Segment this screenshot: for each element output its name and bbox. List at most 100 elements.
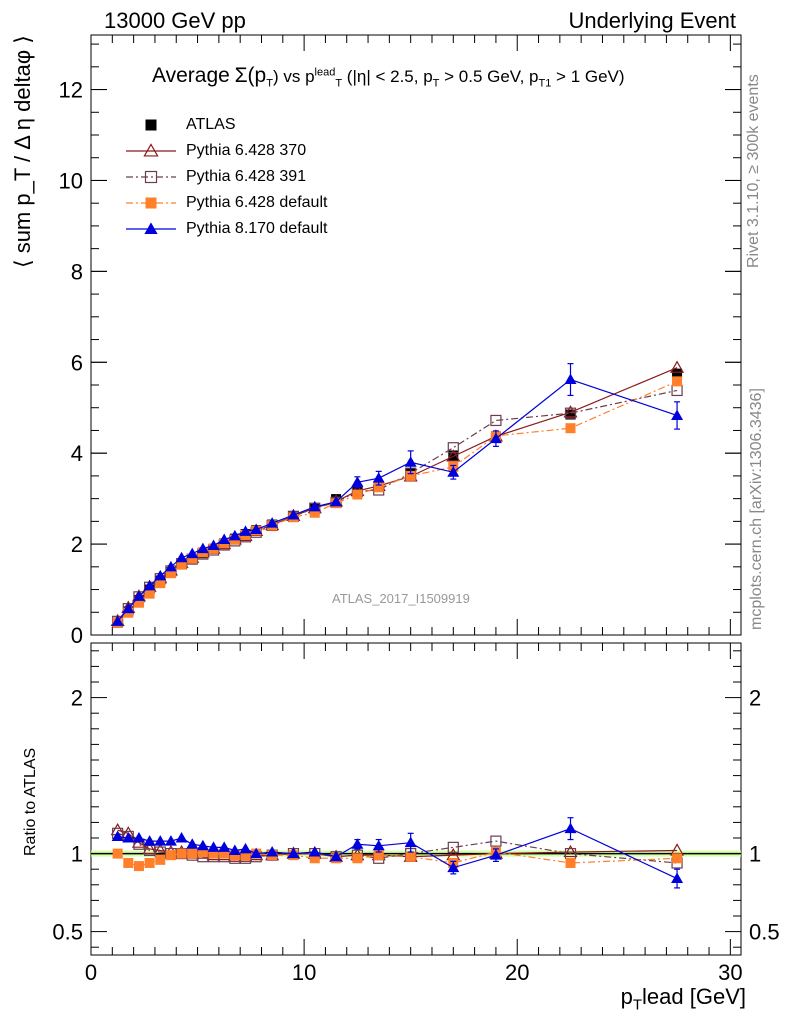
data-point — [565, 423, 576, 434]
data-point — [352, 489, 363, 500]
data-point — [218, 533, 231, 545]
data-point — [239, 525, 252, 536]
data-point — [309, 853, 320, 864]
data-point — [266, 846, 279, 857]
y-tick-label-right: 1 — [749, 842, 761, 867]
legend-label: Pythia 6.428 391 — [186, 168, 307, 185]
x-tick-label: 20 — [505, 960, 529, 985]
legend-symbol — [126, 222, 176, 234]
data-point — [111, 615, 124, 626]
data-point — [373, 850, 384, 861]
data-point — [132, 590, 145, 601]
data-point — [490, 835, 502, 847]
legend-marker — [145, 119, 157, 131]
data-point — [165, 850, 176, 861]
data-point — [228, 844, 241, 855]
legend-marker — [143, 143, 159, 157]
data-point — [186, 838, 199, 849]
data-point — [144, 857, 155, 868]
data-point — [164, 560, 177, 572]
data-point — [218, 841, 231, 852]
data-point — [123, 857, 134, 868]
y-tick-label: 2 — [71, 686, 83, 711]
y-tick-label-right: 0.5 — [749, 920, 780, 945]
legend: ATLAS Pythia 6.428 370 Pythia 6.428 391 … — [122, 112, 327, 242]
data-point — [373, 482, 384, 493]
data-point — [250, 847, 263, 859]
legend-label: Pythia 6.428 default — [186, 194, 328, 211]
data-point — [196, 839, 209, 851]
data-point — [143, 835, 156, 846]
series-line — [117, 367, 678, 622]
data-point — [133, 861, 144, 872]
series-pythia-8-170-default — [111, 373, 684, 626]
data-point — [490, 414, 502, 427]
legend-symbol — [126, 143, 176, 157]
data-point — [565, 857, 576, 868]
x-tick-label: 0 — [85, 960, 97, 985]
data-point — [197, 847, 208, 858]
data-point — [112, 848, 123, 859]
data-point — [287, 509, 300, 520]
data-point — [111, 830, 124, 841]
panel-frame — [90, 642, 742, 956]
data-point — [563, 405, 578, 418]
main-panel: 0 2 4 6 8 10 12 — [59, 34, 742, 648]
series-line — [117, 389, 678, 622]
analysis-watermark: ATLAS_2017_I1509919 — [332, 591, 470, 606]
ratio-panel: 0.5 0.5 1 1 2 2 — [52, 642, 780, 956]
legend-symbol — [145, 119, 157, 131]
data-point — [448, 450, 459, 461]
series-pythia-6-428-370 — [110, 360, 685, 627]
data-point — [143, 579, 156, 591]
data-point — [308, 846, 321, 857]
series-line — [117, 380, 678, 624]
y-tick-label: 0 — [71, 623, 83, 648]
y-axis-title-main: ⟨ sum p_T / Δ η deltaφ ⟩ — [10, 35, 35, 268]
data-point — [176, 559, 187, 570]
series-line — [117, 832, 678, 864]
data-point — [352, 853, 363, 864]
y-tick-label: 4 — [71, 441, 83, 466]
data-point — [175, 551, 188, 563]
legend-item-pythia6-391: Pythia 6.428 391 — [122, 164, 327, 190]
data-point — [405, 851, 416, 862]
data-point — [186, 547, 199, 559]
y-tick-label: 10 — [59, 168, 83, 193]
data-point — [155, 854, 166, 865]
data-point — [132, 832, 145, 843]
y-tick-label: 8 — [71, 259, 83, 284]
legend-label: Pythia 8.170 default — [186, 220, 328, 237]
data-point — [670, 360, 685, 373]
legend-item-pythia6-default: Pythia 6.428 default — [122, 190, 327, 216]
legend-item-pythia6-370: Pythia 6.428 370 — [122, 138, 327, 164]
panel-frame — [90, 34, 742, 636]
legend-symbol — [126, 197, 176, 209]
data-point — [447, 442, 459, 454]
data-point — [144, 588, 155, 599]
data-point — [187, 848, 198, 859]
legend-label: Pythia 6.428 370 — [186, 142, 307, 159]
legend-symbol — [126, 170, 176, 184]
data-point — [405, 470, 416, 481]
data-point — [228, 529, 241, 541]
data-point — [287, 847, 300, 859]
y-axis-title-ratio: Ratio to ATLAS — [22, 747, 39, 856]
legend-marker — [145, 197, 157, 209]
y-tick-label: 0.5 — [52, 920, 83, 945]
data-point — [219, 848, 230, 859]
data-point — [266, 517, 279, 528]
data-point — [672, 368, 683, 379]
data-point — [207, 841, 220, 852]
data-point — [240, 850, 251, 861]
series-line — [117, 378, 678, 622]
data-point — [229, 850, 240, 861]
y-tick-label: 1 — [71, 842, 83, 867]
data-point — [133, 597, 144, 608]
y-tick-label: 6 — [71, 350, 83, 375]
plot-title: Average Σ(pT) vs pleadT (|η| < 2.5, pT >… — [152, 64, 625, 90]
data-point — [164, 835, 177, 846]
data-point — [122, 832, 135, 843]
legend-marker — [144, 222, 158, 234]
